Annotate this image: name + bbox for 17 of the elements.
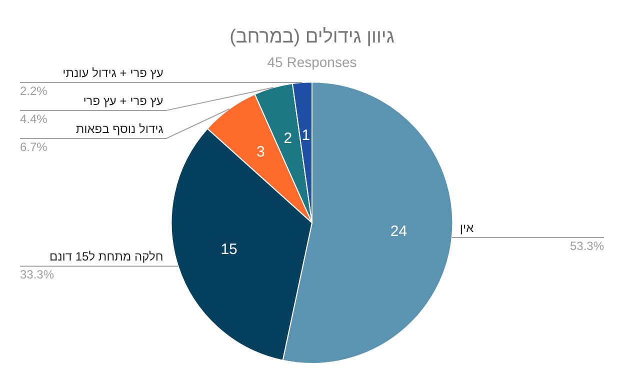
text: 4.4% xyxy=(20,112,48,126)
data-label: 15 xyxy=(220,240,238,258)
slice-label: אין xyxy=(460,220,474,235)
chart-title: גיוון גידולים (במרחב) xyxy=(230,26,394,48)
data-label: 2 xyxy=(284,130,292,148)
text: 2.2% xyxy=(20,84,48,98)
text: 53.3% xyxy=(570,238,604,253)
slice-label: עץ פרי + גידול עונתי xyxy=(62,66,164,80)
slice-label: עץ פרי + עץ פרי xyxy=(83,94,164,108)
text: 6.7% xyxy=(20,140,48,154)
data-label: 24 xyxy=(390,223,408,240)
text: 33.3% xyxy=(20,268,54,282)
chart-subtitle: 45 Responses xyxy=(267,54,357,70)
slice-label: גידול נוסף בפאות xyxy=(76,122,164,136)
data-label: 1 xyxy=(302,126,310,144)
data-label: 3 xyxy=(256,143,265,160)
slice-label: חלקה מתחת ל15 דונם xyxy=(49,250,164,264)
